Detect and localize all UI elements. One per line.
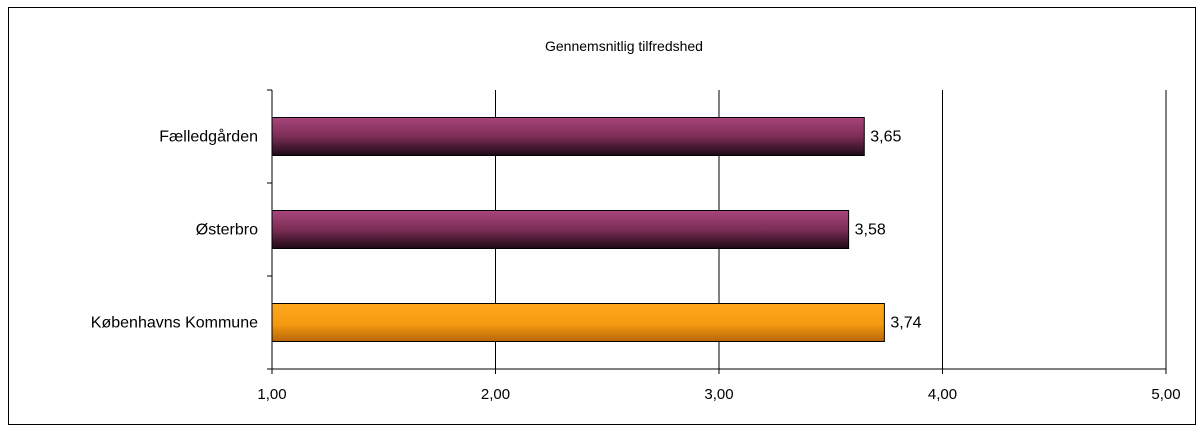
category-label: Fælledgården	[159, 128, 258, 146]
x-tick-label: 5,00	[1151, 386, 1180, 403]
data-label: 3,74	[890, 315, 921, 332]
data-label: 3,65	[870, 129, 901, 146]
data-label: 3,58	[855, 222, 886, 239]
bar-2[interactable]	[271, 210, 850, 249]
plot-area: 1,00 2,00 3,00 4,00 5,00 Fælledgården 3,65 Øste…	[91, 89, 1181, 403]
x-tick-label: 3,00	[704, 386, 733, 403]
chart-title: Gennemsnitlig tilfredshed	[545, 38, 703, 54]
category-label: Østerbro	[196, 222, 258, 239]
x-tick-label: 2,00	[481, 386, 510, 403]
category-label: Københavns Kommune	[91, 315, 258, 332]
x-tick-label: 1,00	[257, 386, 286, 403]
x-tick-label: 4,00	[928, 386, 957, 403]
bar-3[interactable]	[271, 303, 885, 342]
bar-1[interactable]	[271, 117, 865, 156]
